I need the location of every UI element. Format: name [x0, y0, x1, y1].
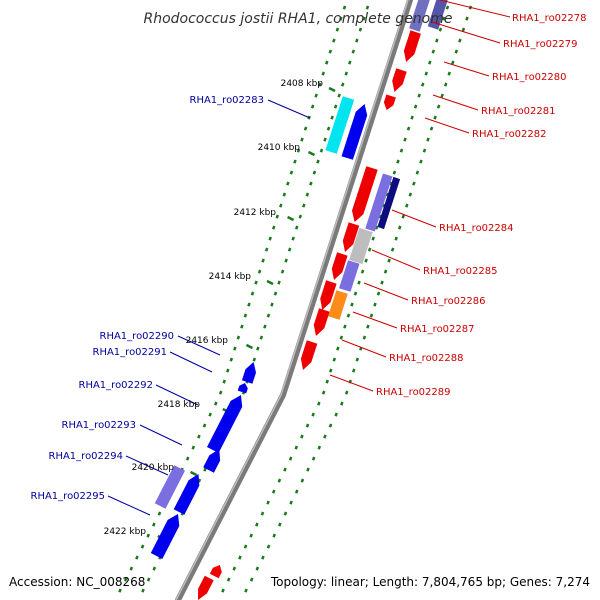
gene-label-ro02294[interactable]: RHA1_ro02294 — [49, 451, 124, 462]
track-outer-left — [118, 5, 347, 593]
label-leader-line — [391, 209, 437, 228]
scale-tick — [287, 215, 295, 222]
gene-label-ro02287[interactable]: RHA1_ro02287 — [400, 324, 475, 335]
gene-ro02279[interactable] — [403, 30, 421, 62]
gene-ro02283[interactable] — [325, 96, 355, 154]
gene-label-ro02279[interactable]: RHA1_ro02279 — [503, 39, 578, 50]
gene-ro02286a[interactable] — [331, 252, 348, 280]
scale-tick — [245, 343, 253, 350]
gene-label-ro02278[interactable]: RHA1_ro02278 — [512, 13, 587, 24]
label-leader-line — [139, 424, 183, 446]
gene-ro02293[interactable] — [203, 449, 221, 473]
scale-tick — [307, 150, 316, 157]
scale-label-2416: 2416 kbp — [186, 336, 229, 346]
label-leader-line — [363, 282, 409, 301]
label-leader-line — [341, 339, 387, 358]
scale-label-2422: 2422 kbp — [104, 527, 147, 537]
gene-label-ro02288[interactable]: RHA1_ro02288 — [389, 353, 464, 364]
gene-label-ro02289[interactable]: RHA1_ro02289 — [376, 387, 451, 398]
gene-label-ro02284[interactable]: RHA1_ro02284 — [439, 223, 514, 234]
gene-ro02292[interactable] — [207, 395, 243, 453]
gene-label-ro02290[interactable]: RHA1_ro02290 — [100, 331, 175, 342]
gene-label-ro02281[interactable]: RHA1_ro02281 — [481, 106, 556, 117]
scale-tick — [266, 279, 274, 286]
gene-label-ro02285[interactable]: RHA1_ro02285 — [423, 266, 498, 277]
gene-ro02288[interactable] — [313, 308, 330, 336]
tick-tracks — [118, 5, 473, 593]
gene-ro02291[interactable] — [237, 383, 248, 394]
genome-backbone — [175, 0, 413, 600]
gene-ro02280[interactable] — [392, 68, 407, 92]
label-leader-line — [329, 374, 374, 392]
scale-label-2412: 2412 kbp — [234, 208, 277, 218]
label-leader-line — [443, 61, 490, 77]
gene-ro02294[interactable] — [154, 465, 185, 509]
gene-ro02278[interactable] — [409, 0, 431, 32]
gene-ro02287[interactable] — [328, 290, 348, 320]
topology-text: Topology: linear; Length: 7,804,765 bp; … — [270, 575, 590, 589]
gene-ro02284b[interactable] — [377, 176, 401, 230]
accession-text: Accession: NC_008268 — [9, 575, 145, 589]
gene-ro02282[interactable] — [352, 166, 378, 222]
gene-ro02287a[interactable] — [320, 280, 337, 310]
label-leader-line — [125, 455, 169, 476]
gene-ro02294b[interactable] — [173, 474, 200, 515]
scale-label-2410: 2410 kbp — [258, 143, 301, 153]
map-title: Rhodococcus jostii RHA1, complete genome — [143, 11, 452, 27]
label-leaders — [107, 0, 511, 516]
gene-ro02295[interactable] — [150, 514, 180, 559]
gene-ro02285[interactable] — [349, 227, 373, 265]
track-outer-right — [244, 5, 473, 593]
gene-bottom-red1[interactable] — [209, 565, 222, 579]
gene-features — [150, 0, 448, 600]
gene-ro02290[interactable] — [241, 362, 256, 384]
label-leader-line — [155, 384, 199, 406]
label-leader-line — [424, 117, 470, 134]
label-leader-line — [439, 0, 511, 18]
gene-ro02286[interactable] — [339, 260, 360, 292]
label-leader-line — [177, 335, 221, 356]
scale-label-2418: 2418 kbp — [158, 400, 201, 410]
label-leader-line — [432, 94, 479, 111]
track-inner-right — [221, 5, 450, 593]
scale-tick — [328, 86, 336, 93]
scale-label-2414: 2414 kbp — [209, 272, 252, 282]
scale-tick — [189, 470, 198, 477]
right-gene-labels: RHA1_ro02278 RHA1_ro02279 RHA1_ro02280 R… — [376, 13, 587, 398]
gene-label-ro02295[interactable]: RHA1_ro02295 — [31, 491, 106, 502]
scale-labels: 2408 kbp 2410 kbp 2412 kbp 2414 kbp 2416… — [104, 79, 324, 537]
gene-label-ro02286[interactable]: RHA1_ro02286 — [411, 296, 486, 307]
gene-label-ro02280[interactable]: RHA1_ro02280 — [492, 72, 567, 83]
label-leader-line — [371, 249, 421, 271]
gene-label-ro02291[interactable]: RHA1_ro02291 — [93, 347, 168, 358]
label-leader-line — [169, 351, 213, 373]
gene-ro02284a[interactable] — [365, 173, 393, 232]
scale-label-2408: 2408 kbp — [281, 79, 324, 89]
gene-ro02281[interactable] — [383, 94, 396, 111]
gene-label-ro02292[interactable]: RHA1_ro02292 — [79, 380, 154, 391]
label-leader-line — [431, 21, 501, 44]
label-leader-line — [352, 311, 398, 329]
gene-label-ro02282[interactable]: RHA1_ro02282 — [472, 129, 547, 140]
left-gene-labels: RHA1_ro02283 RHA1_ro02290 RHA1_ro02291 R… — [31, 95, 265, 502]
gene-label-ro02293[interactable]: RHA1_ro02293 — [62, 420, 137, 431]
label-leader-line — [267, 99, 311, 119]
gene-bottom-red2[interactable] — [198, 575, 214, 600]
gene-label-ro02283[interactable]: RHA1_ro02283 — [190, 95, 265, 106]
gene-ro02285a[interactable] — [342, 222, 360, 252]
gene-ro02289[interactable] — [300, 340, 318, 370]
gene-ro02283b[interactable] — [341, 104, 368, 160]
label-leader-line — [107, 495, 151, 516]
scale-label-2420: 2420 kbp — [132, 463, 175, 473]
